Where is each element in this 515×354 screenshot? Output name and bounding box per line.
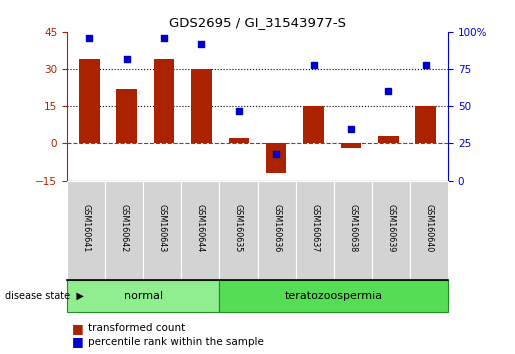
Text: GSM160637: GSM160637: [310, 204, 319, 252]
Bar: [191, 69, 212, 143]
Point: [123, 56, 131, 62]
Text: teratozoospermia: teratozoospermia: [285, 291, 383, 301]
Text: GSM160644: GSM160644: [196, 204, 205, 252]
Point: [85, 35, 94, 41]
Point: [160, 35, 168, 41]
Bar: [154, 59, 175, 143]
Text: transformed count: transformed count: [88, 323, 185, 333]
Point: [310, 62, 318, 67]
Text: percentile rank within the sample: percentile rank within the sample: [88, 337, 264, 347]
Text: GSM160635: GSM160635: [234, 204, 243, 252]
Point: [272, 151, 280, 156]
Text: GDS2695 / GI_31543977-S: GDS2695 / GI_31543977-S: [169, 16, 346, 29]
Text: GSM160636: GSM160636: [272, 204, 281, 252]
Point: [235, 108, 243, 114]
Point: [197, 41, 205, 47]
Text: GSM160638: GSM160638: [348, 204, 357, 252]
Point: [347, 126, 355, 131]
Text: GSM160640: GSM160640: [424, 204, 434, 252]
Bar: [416, 106, 436, 143]
Text: GSM160643: GSM160643: [158, 204, 167, 252]
Text: normal: normal: [124, 291, 163, 301]
Text: GSM160642: GSM160642: [119, 204, 129, 252]
Bar: [229, 138, 249, 143]
Bar: [79, 59, 99, 143]
Bar: [303, 106, 324, 143]
Bar: [340, 143, 361, 148]
Bar: [378, 136, 399, 143]
Text: ■: ■: [72, 335, 84, 348]
Bar: [116, 89, 137, 143]
Text: GSM160639: GSM160639: [386, 204, 396, 252]
Text: disease state  ▶: disease state ▶: [5, 291, 84, 301]
Text: ■: ■: [72, 322, 84, 335]
Text: GSM160641: GSM160641: [81, 204, 91, 252]
Point: [384, 88, 392, 94]
Point: [421, 62, 430, 67]
Bar: [266, 143, 286, 173]
